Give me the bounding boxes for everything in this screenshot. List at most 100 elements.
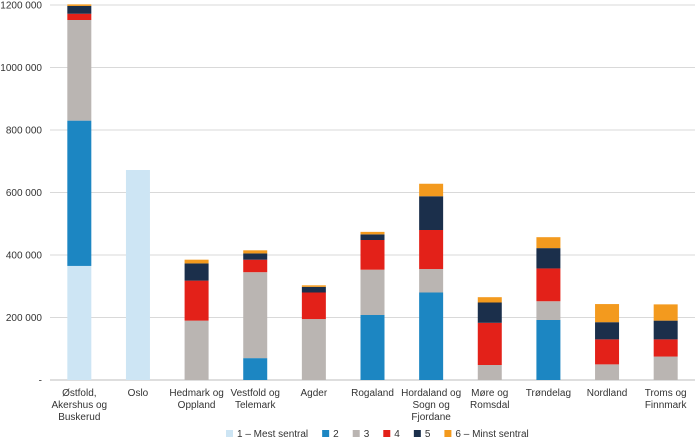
y-tick-label: 600 000: [6, 188, 43, 199]
bar-segment: [595, 304, 620, 323]
bar-segment: [477, 297, 502, 303]
category-label-line: Rogaland: [351, 388, 394, 399]
bar-segment: [419, 196, 444, 230]
bar-segment: [595, 322, 620, 340]
bar-segment: [536, 268, 561, 302]
bar-stack: [125, 170, 150, 380]
category-label-line: Oslo: [128, 388, 149, 399]
category-label: Agder: [301, 388, 328, 399]
bar-segment: [360, 234, 385, 240]
category-label: Trøndelag: [526, 388, 571, 399]
category-label-line: Akershus og: [52, 400, 108, 411]
legend-label: 5: [425, 429, 431, 440]
bar-segment: [243, 250, 268, 254]
legend-item: 3: [352, 429, 370, 440]
bar-stack: [419, 183, 444, 380]
legend-swatch: [226, 430, 233, 437]
bar-segment: [301, 286, 326, 293]
y-axis-tick-labels: - 200 000 400 000 600 000 800 000 1000 000 120…: [0, 1, 42, 387]
y-tick-label: 800 000: [6, 126, 43, 137]
category-label-line: Oppland: [178, 400, 216, 411]
bar-segment: [653, 339, 678, 357]
category-label-line: Hedmark og: [169, 388, 223, 399]
category-label: Nordland: [587, 388, 628, 399]
bar-segment: [477, 365, 502, 380]
legend-swatch: [383, 430, 391, 437]
bar-segment: [477, 302, 502, 323]
category-label-line: Troms og: [645, 388, 687, 399]
bar-stack: [653, 304, 678, 380]
bars: [67, 4, 678, 380]
legend-swatch: [444, 430, 452, 437]
category-label: Rogaland: [351, 388, 394, 399]
bar-stack: [67, 4, 92, 380]
legend-item: 4: [383, 429, 400, 440]
bar-stack: [243, 250, 268, 380]
bar-segment: [653, 356, 678, 380]
bar-segment: [184, 263, 209, 281]
bar-segment: [536, 237, 561, 249]
y-tick-label: 400 000: [6, 251, 43, 262]
bar-segment: [301, 285, 326, 287]
category-label-line: Agder: [301, 388, 328, 399]
bar-stack: [360, 231, 385, 380]
bar-segment: [419, 292, 444, 380]
bar-segment: [67, 4, 92, 6]
bar-segment: [67, 20, 92, 121]
bar-segment: [360, 269, 385, 315]
category-label-line: Sogn og: [413, 400, 450, 411]
category-label-line: Vestfold og: [230, 388, 279, 399]
bar-segment: [360, 240, 385, 270]
category-label: Hordaland og Sogn og Fjordane: [401, 388, 461, 423]
bar-segment: [184, 320, 209, 380]
bar-segment: [419, 230, 444, 270]
bar-stack: [184, 259, 209, 380]
y-tick-label: -: [39, 376, 42, 387]
bar-segment: [536, 320, 561, 380]
bar-stack: [595, 304, 620, 380]
legend-label: 2: [333, 429, 339, 440]
bar-segment: [243, 358, 268, 380]
bar-segment: [243, 272, 268, 359]
category-label: Møre og Romsdal: [470, 388, 509, 411]
legend-swatch: [352, 430, 360, 437]
bar-segment: [360, 231, 385, 235]
bar-segment: [477, 322, 502, 365]
category-label-line: Trøndelag: [526, 388, 571, 399]
category-label-line: Buskerud: [58, 412, 100, 423]
bar-segment: [595, 364, 620, 380]
y-tick-label: 1200 000: [0, 1, 42, 12]
bar-segment: [243, 259, 268, 273]
bar-stack: [536, 237, 561, 380]
bar-segment: [67, 120, 92, 266]
legend-swatch: [413, 430, 421, 437]
legend-label: 6 – Minst sentral: [455, 429, 528, 440]
bar-segment: [419, 183, 444, 197]
bar-segment: [595, 339, 620, 365]
category-label-line: Finnmark: [645, 400, 688, 411]
legend-item: 6 – Minst sentral: [444, 429, 529, 440]
bar-segment: [301, 319, 326, 380]
bar-segment: [419, 269, 444, 293]
bar-segment: [536, 301, 561, 320]
bar-segment: [184, 259, 209, 264]
category-label-line: Østfold,: [62, 388, 96, 399]
category-label-line: Nordland: [587, 388, 628, 399]
category-label-line: Romsdal: [470, 400, 509, 411]
category-label: Troms og Finnmark: [645, 388, 688, 411]
bar-stack: [301, 285, 326, 380]
legend-swatch: [322, 430, 330, 437]
y-tick-label: 200 000: [6, 313, 43, 324]
bar-segment: [301, 292, 326, 320]
legend-label: 3: [364, 429, 370, 440]
bar-segment: [653, 304, 678, 321]
legend-item: 2: [322, 429, 339, 440]
bar-segment: [243, 253, 268, 260]
category-label: Hedmark og Oppland: [169, 388, 223, 411]
legend-item: 1 – Mest sentral: [226, 429, 308, 440]
bar-segment: [67, 13, 92, 20]
bar-segment: [67, 265, 92, 380]
category-label-line: Hordaland og: [401, 388, 461, 399]
x-axis-category-labels: Østfold, Akershus og Buskerud Oslo Hedmark o…: [52, 388, 688, 423]
